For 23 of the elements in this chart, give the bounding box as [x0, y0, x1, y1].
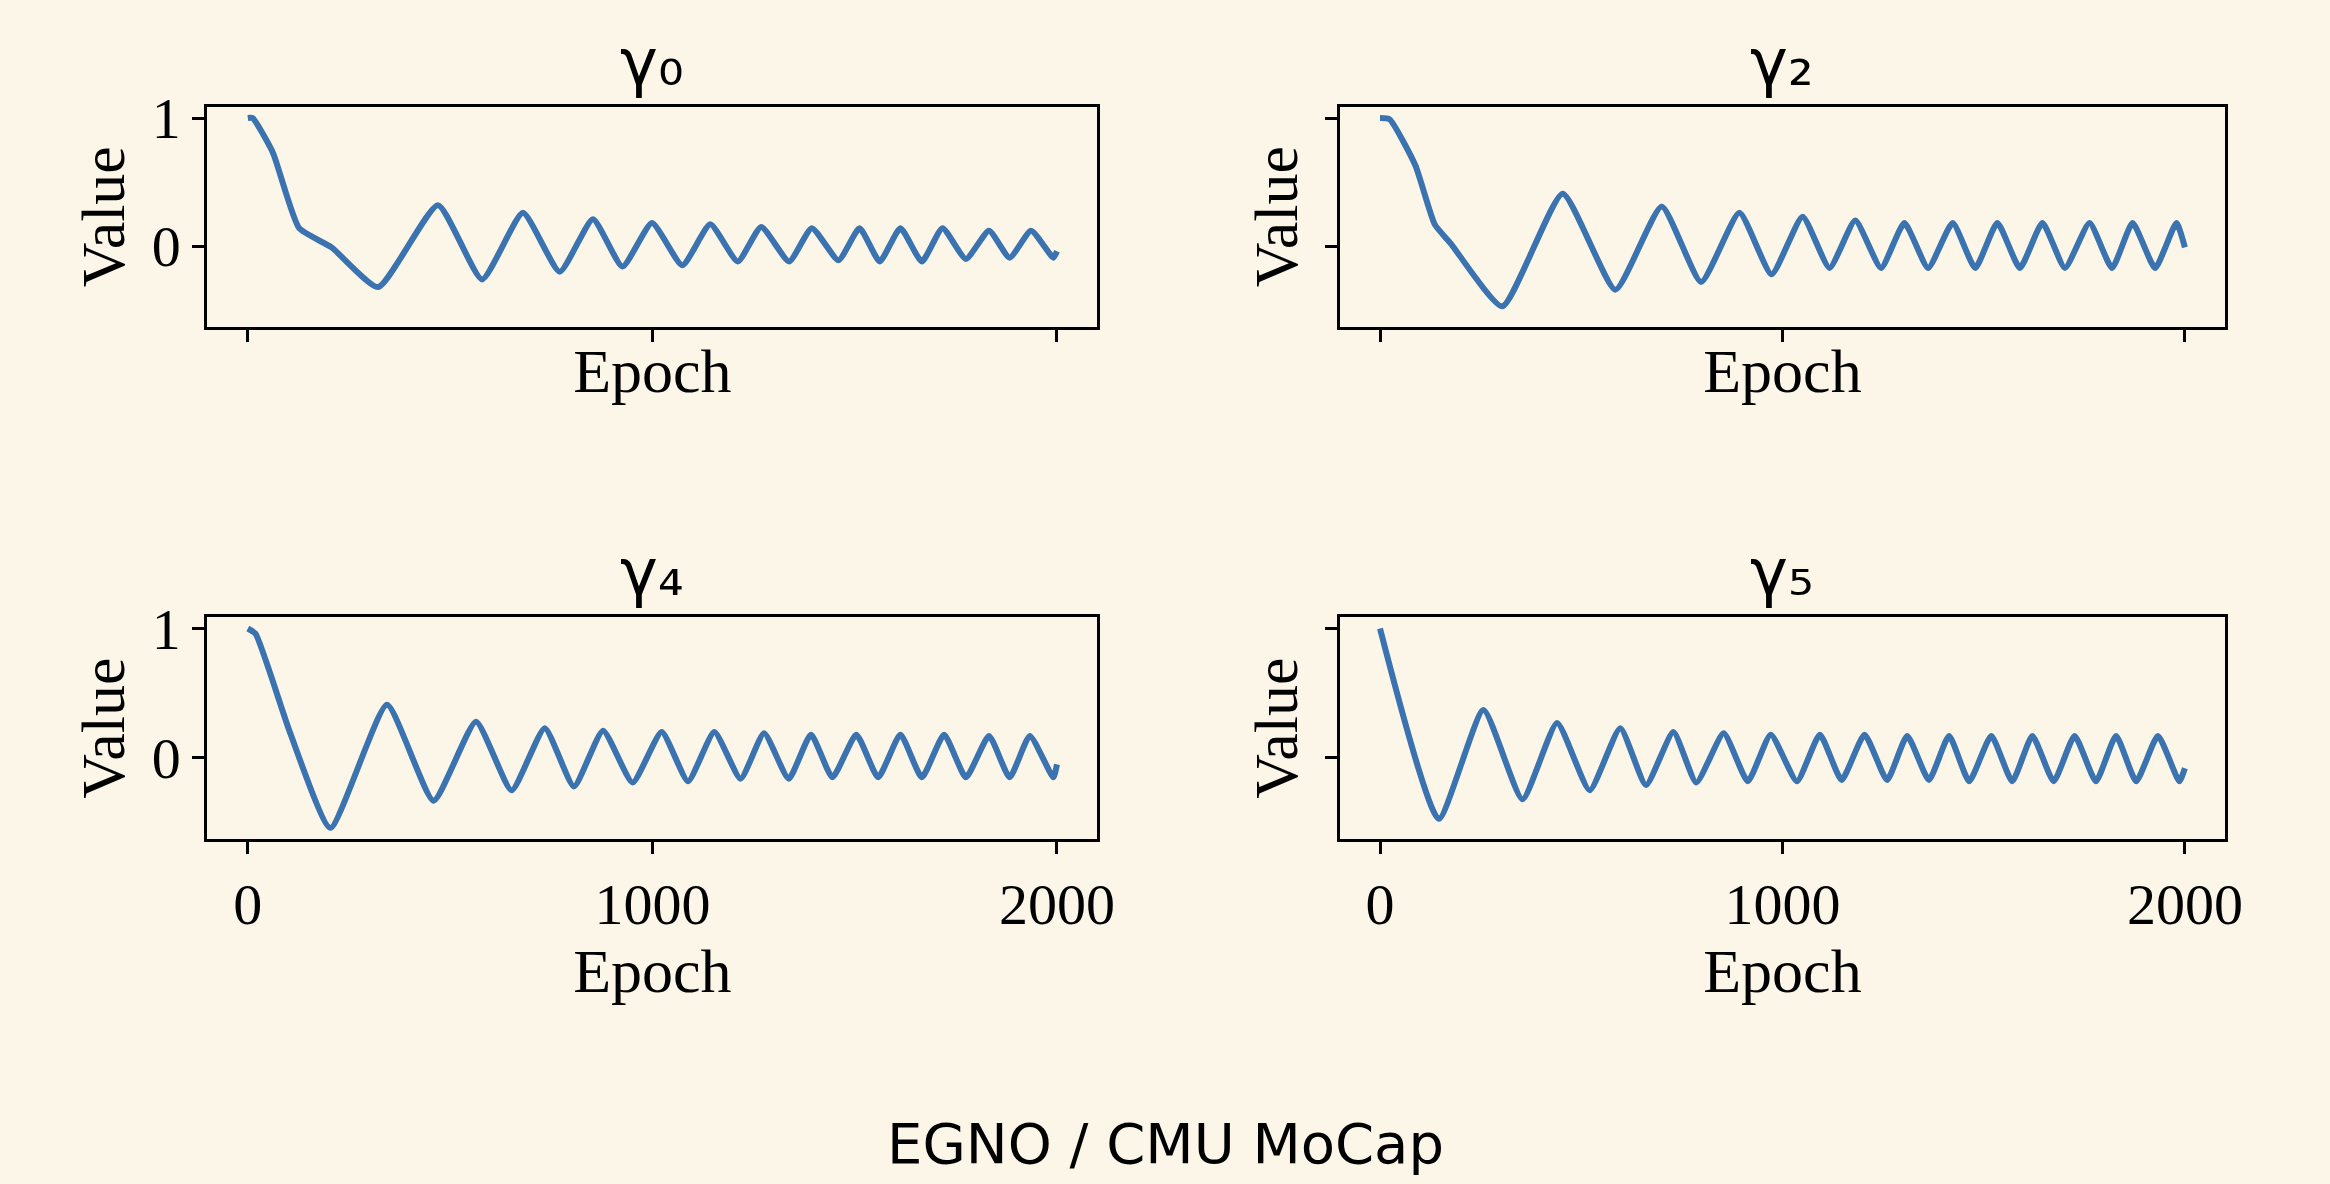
x-axis-title: Epoch [573, 336, 732, 405]
x-axis-title: Epoch [1703, 937, 1862, 1006]
x-tick-label: 0 [1365, 872, 1395, 938]
x-tick-label: 2000 [998, 872, 1115, 938]
text: EGNO / CMU MoCap [887, 1111, 1444, 1176]
x-axis-title: Epoch [1703, 336, 1862, 405]
y-tick-label: 0 [151, 726, 181, 792]
chart-title: γ₂ [1750, 26, 1814, 100]
y-tick-label: 1 [151, 86, 181, 152]
chart-title: γ₄ [620, 536, 684, 610]
x-tick-label: 2000 [2126, 872, 2243, 938]
y-axis-title: Value [68, 146, 137, 288]
y-tick-label: 1 [151, 596, 181, 662]
chart-title: γ₀ [620, 26, 684, 100]
x-tick-label: 0 [233, 872, 263, 938]
y-axis-title: Value [1241, 146, 1310, 288]
y-axis-title: Value [68, 657, 137, 799]
x-tick-label: 1000 [1724, 872, 1841, 938]
x-axis-title: Epoch [573, 937, 732, 1006]
y-tick-label: 0 [151, 214, 181, 280]
y-axis-title: Value [1241, 657, 1310, 799]
x-tick-label: 1000 [594, 872, 711, 938]
chart-title: γ₅ [1750, 536, 1814, 610]
